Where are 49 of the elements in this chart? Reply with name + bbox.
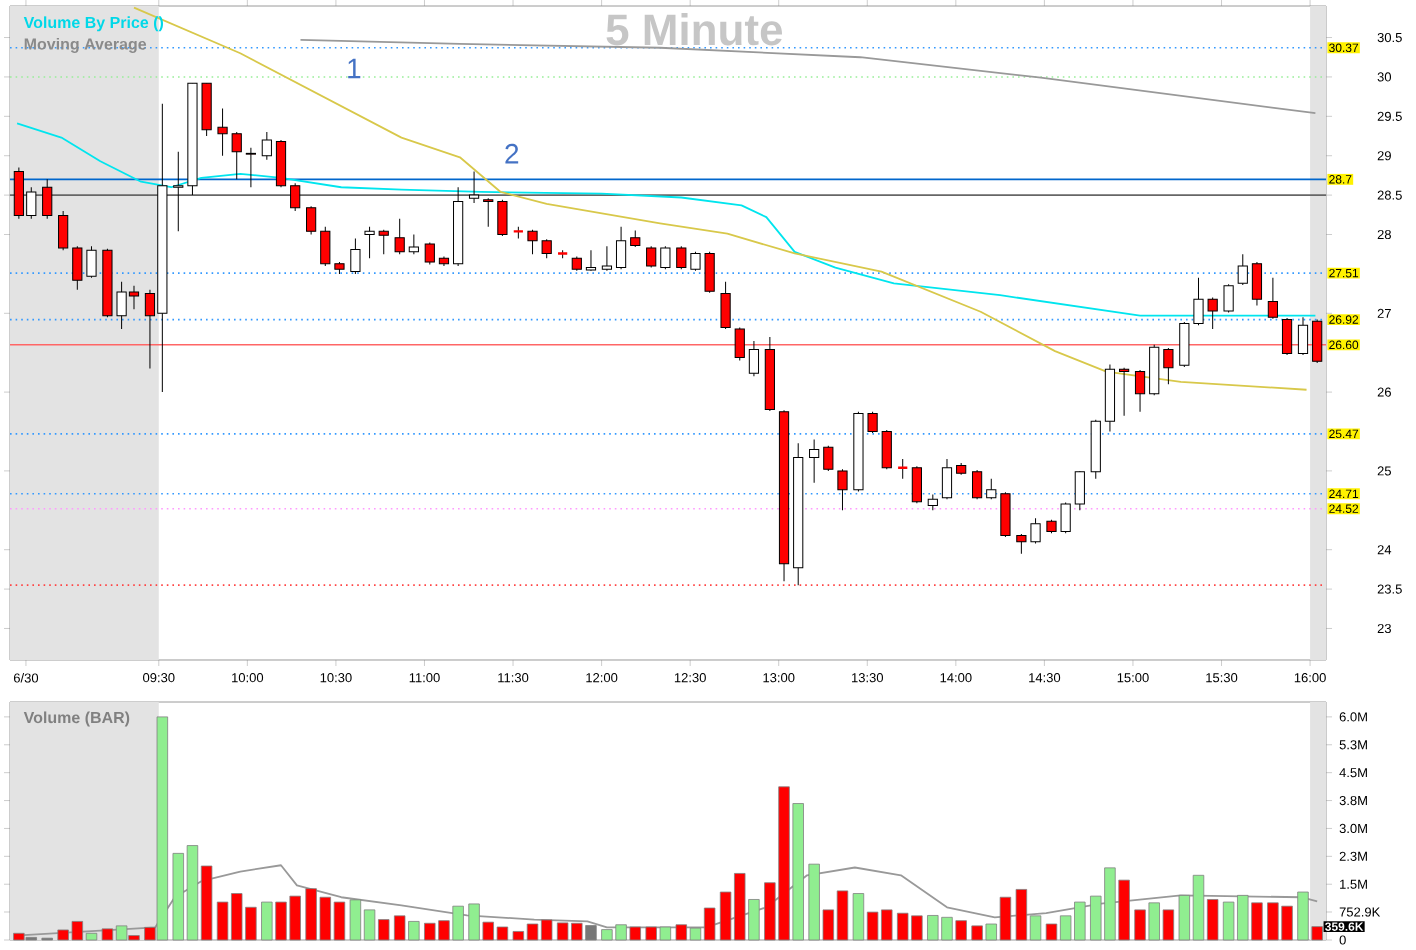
candlestick [290,182,301,212]
candlestick [483,197,494,228]
candlestick [585,249,597,272]
candlestick [881,429,892,470]
candlestick [1312,319,1323,364]
candlestick [424,241,435,265]
candlestick [837,468,848,511]
candlestick [42,178,53,220]
candlestick [408,234,419,255]
candlestick [1297,316,1309,356]
candlestick [1119,367,1130,417]
candlestick [660,245,671,270]
candlestick [306,205,317,236]
candlestick [748,340,760,377]
line-series [16,122,1317,317]
candlestick [1074,470,1085,511]
candlestick [275,139,287,188]
annotation: Volume (BAR) [23,711,130,727]
candlestick [823,445,834,472]
annotation: 1 [348,58,361,79]
candlestick [497,199,508,237]
candlestick [720,281,731,330]
candlestick [1281,317,1293,356]
candlestick [468,170,480,204]
candlestick [394,218,405,255]
candlestick [245,147,256,188]
candlestick [615,226,627,270]
candlestick [1134,369,1146,413]
candlestick [971,469,983,500]
candlestick [734,326,745,362]
candlestick [941,458,953,500]
candlestick [261,131,272,161]
candlestick [896,458,909,480]
annotation: Volume By Price () [23,16,164,32]
chart-title: 5 Minute [606,13,783,46]
candlestick [601,245,613,272]
candlestick [646,245,657,269]
candlestick [1223,283,1234,314]
annotation: 2 [505,143,519,164]
annotation: Moving Average [24,37,147,53]
candlestick [1149,344,1160,396]
candlestick [1237,253,1248,286]
candlestick [58,210,69,251]
candlestick [350,237,361,275]
candlestick [1267,277,1278,320]
candlestick [1251,261,1263,306]
candlestick [809,438,820,484]
candlestick [911,465,922,504]
candlestick [1163,347,1174,385]
